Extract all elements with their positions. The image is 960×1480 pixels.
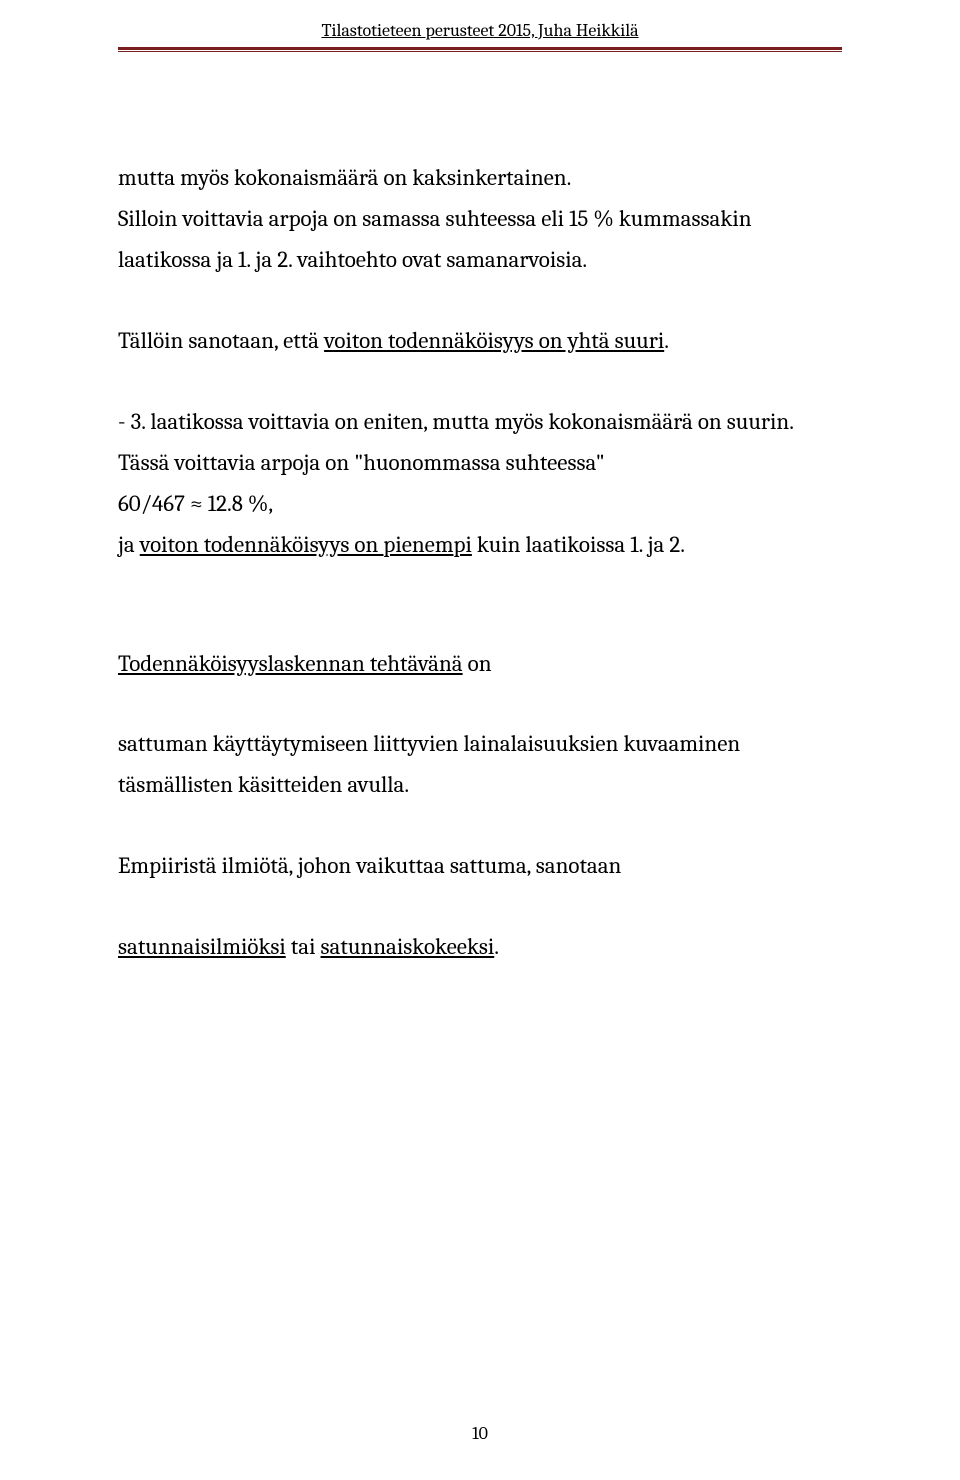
paragraph-1a: mutta myös kokonaismäärä on kaksinkertai… — [118, 158, 842, 199]
page-content: mutta myös kokonaismäärä on kaksinkertai… — [118, 52, 842, 968]
p7-b-underline: satunnaiskokeeksi — [321, 933, 495, 960]
p3-c-post: kuin laatikoissa 1. ja 2. — [472, 531, 685, 558]
p7-a-underline: satunnaisilmiöksi — [118, 933, 286, 960]
paragraph-1: mutta myös kokonaismäärä on kaksinkertai… — [118, 158, 842, 281]
p2-post: . — [664, 327, 669, 354]
p3-a: - 3. laatikossa voittavia on eniten, mut… — [118, 402, 842, 484]
p3-c: ja voiton todennäköisyys on pienempi kui… — [118, 525, 842, 566]
paragraph-4: Todennäköisyyslaskennan tehtävänä on — [118, 644, 842, 685]
paragraph-2: Tällöin sanotaan, että voiton todennäköi… — [118, 321, 842, 362]
paragraph-3: - 3. laatikossa voittavia on eniten, mut… — [118, 402, 842, 566]
paragraph-1b: Silloin voittavia arpoja on samassa suht… — [118, 199, 842, 281]
page-header: Tilastotieteen perusteet 2015, Juha Heik… — [118, 0, 842, 52]
p3-b: 60/467 ≈ 12.8 %, — [118, 484, 842, 525]
page-number: 10 — [0, 1423, 960, 1444]
p2-pre: Tällöin sanotaan, että — [118, 327, 324, 354]
p4-underline: Todennäköisyyslaskennan tehtävänä — [118, 650, 463, 677]
p2-underline: voiton todennäköisyys on yhtä suuri — [324, 327, 664, 354]
paragraph-7: satunnaisilmiöksi tai satunnaiskokeeksi. — [118, 927, 842, 968]
p7-mid: tai — [286, 933, 321, 960]
p3-c-underline: voiton todennäköisyys on pienempi — [140, 531, 472, 558]
p4-post: on — [463, 650, 492, 677]
header-title: Tilastotieteen perusteet 2015, Juha Heik… — [321, 20, 638, 41]
page: Tilastotieteen perusteet 2015, Juha Heik… — [0, 0, 960, 1480]
paragraph-5: sattuman käyttäytymiseen liittyvien lain… — [118, 724, 842, 806]
paragraph-6: Empiiristä ilmiötä, johon vaikuttaa satt… — [118, 846, 842, 887]
p3-c-pre: ja — [118, 531, 140, 558]
p7-post: . — [494, 933, 499, 960]
